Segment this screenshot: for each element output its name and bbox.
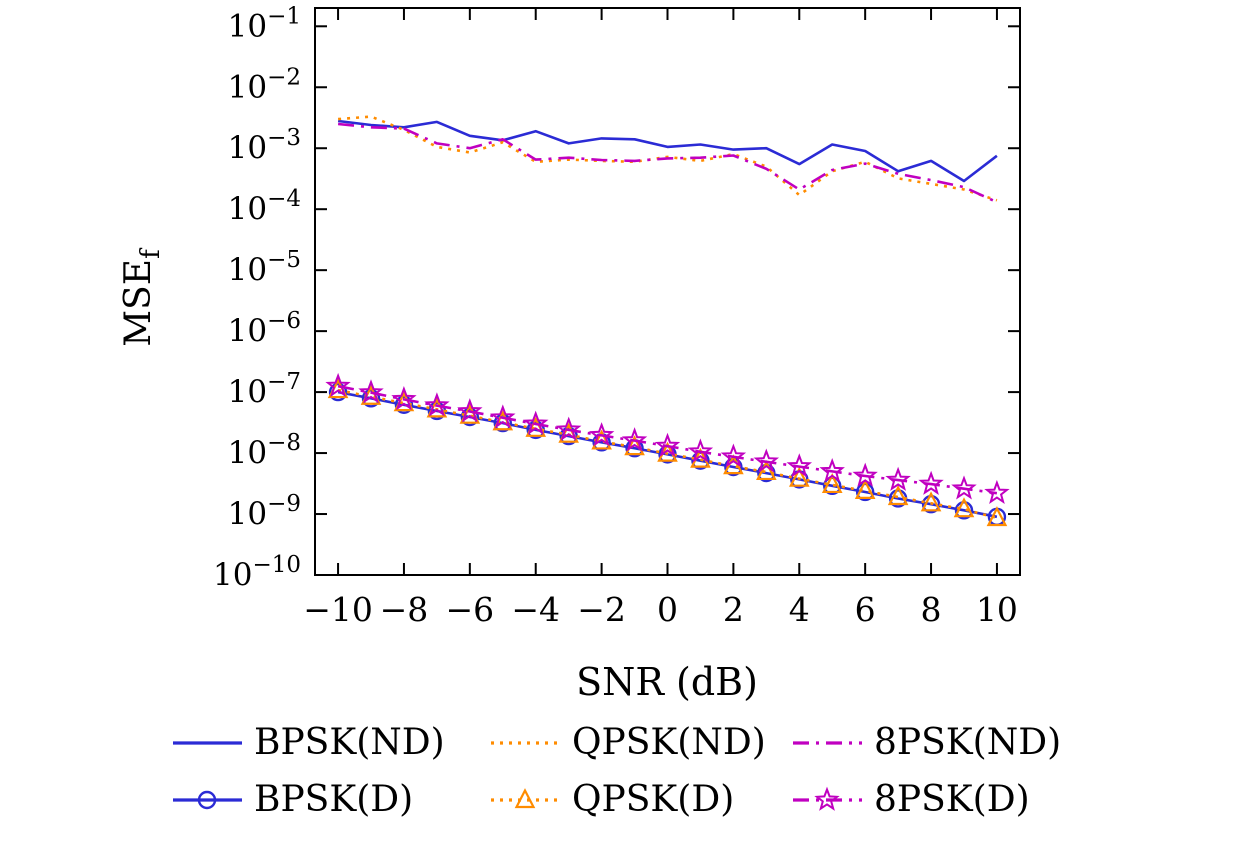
legend-label: 8PSK(D) [874,779,1030,820]
y-tick-label: 10−6 [228,308,301,349]
series-line-8PSK(D) [337,384,998,495]
plot-frame [314,7,1021,576]
star-marker [424,392,450,417]
y-tick-label: 10−9 [228,491,301,532]
y-tick-label: 10−4 [228,186,301,227]
star-marker [490,404,516,429]
legend-label: QPSK(ND) [572,722,766,763]
circle-marker [328,382,348,402]
y-tick-label: 10−2 [228,64,301,105]
triangle-marker [986,506,1008,527]
legend-label: BPSK(ND) [254,722,445,763]
x-tick-label: −6 [446,590,495,629]
x-tick-label: 0 [657,590,678,629]
y-axis-label: MSEf [118,247,166,347]
legend-sample-8psk-d [793,786,862,811]
circle-marker [954,501,974,520]
legend-sample-bpsk-d [173,790,242,809]
series-line-8PSK(ND) [337,122,998,204]
legend-label: 8PSK(ND) [874,722,1062,763]
legend-label: BPSK(D) [254,779,414,820]
x-tick-label: −2 [577,590,626,629]
series-line-QPSK(ND) [338,115,998,202]
legend-item-qpsk-d: QPSK(D) [488,779,790,820]
x-tick-label: 4 [789,590,810,629]
star-marker [621,427,648,452]
star-marker [457,398,483,423]
triangle-marker [821,473,843,494]
x-tick-label: −10 [303,590,373,629]
star-marker [819,458,845,483]
series-line-BPSK(ND) [337,119,998,183]
star-marker [522,410,549,435]
legend-item-qpsk-nd: QPSK(ND) [488,722,790,763]
y-tick-label: 10−8 [228,430,301,471]
circle-marker [394,395,414,414]
star-marker [391,386,417,411]
star-marker [885,466,911,491]
circle-marker [361,389,381,408]
star-marker [814,786,840,811]
legend-item-8psk-nd: 8PSK(ND) [790,722,1090,763]
star-marker [325,372,351,398]
circle-marker [855,482,875,502]
star-marker [720,443,747,468]
x-tick-label: −4 [511,590,560,629]
triangle-marker [514,787,536,808]
y-tick-label: 10−5 [228,247,301,288]
triangle-marker [953,497,975,518]
series-layer [325,115,1010,527]
y-tick-label: 10−1 [228,3,301,44]
triangle-marker [788,466,810,487]
triangle-marker [854,478,876,499]
star-marker [918,470,944,495]
star-marker [588,422,615,447]
legend-sample-bpsk-nd [173,740,242,745]
series-line-QPSK(D) [337,388,998,520]
legend-item-bpsk-nd: BPSK(ND) [170,722,488,763]
x-tick-label: 6 [855,590,876,629]
star-marker [951,475,977,500]
star-marker [753,448,780,473]
legend: BPSK(ND) QPSK(ND) 8PSK(ND) BPSK(D) QPSK(… [170,722,1090,820]
y-tick-label: 10−10 [213,552,301,593]
x-tick-label: −8 [380,590,429,629]
triangle-marker [756,460,777,481]
legend-sample-qpsk-nd [491,740,560,745]
y-tick-label: 10−3 [228,125,301,166]
x-tick-label: 10 [976,590,1018,629]
legend-label: QPSK(D) [572,779,735,820]
axes-layer: 10−110−210−310−410−510−610−710−810−910−1… [213,3,1021,629]
star-marker [786,453,813,478]
x-tick-label: 8 [921,590,942,629]
star-marker [852,462,878,487]
star-marker [358,379,384,404]
x-axis-label: SNR (dB) [576,660,758,704]
y-tick-label: 10−7 [228,369,301,410]
star-marker [984,479,1010,505]
mse-vs-snr-chart: 10−110−210−310−410−510−610−710−810−910−1… [118,3,1021,704]
triangle-marker [887,485,909,506]
legend-item-8psk-d: 8PSK(D) [790,779,1090,820]
triangle-marker [920,491,942,512]
x-tick-label: 2 [723,590,744,629]
legend-sample-qpsk-d [491,787,560,808]
star-marker [654,432,681,457]
star-marker [687,438,714,463]
circle-marker [559,426,578,446]
legend-sample-8psk-nd [793,740,862,745]
star-marker [555,416,582,441]
circle-marker [460,407,480,427]
legend-item-bpsk-d: BPSK(D) [170,779,488,820]
circle-marker [197,790,217,809]
